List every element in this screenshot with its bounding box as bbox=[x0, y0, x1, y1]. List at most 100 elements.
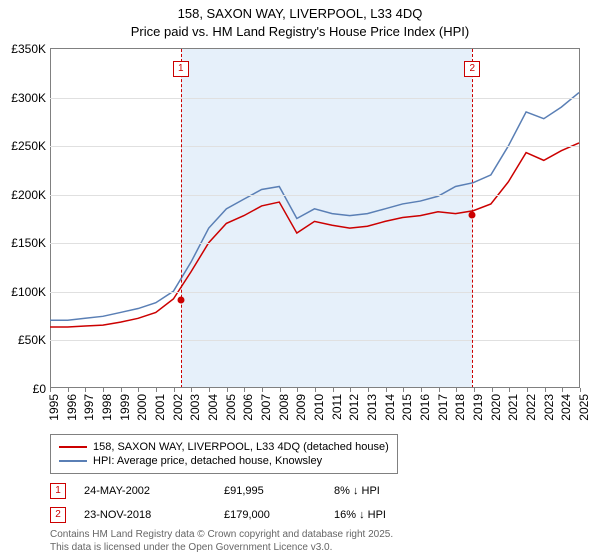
x-axis-label: 2007 bbox=[259, 394, 273, 421]
x-axis-label: 2004 bbox=[206, 394, 220, 421]
x-axis-label: 1998 bbox=[100, 394, 114, 421]
y-axis-label: £150K bbox=[11, 236, 46, 250]
series-hpi bbox=[50, 93, 579, 321]
x-tick bbox=[421, 388, 422, 392]
x-tick bbox=[350, 388, 351, 392]
x-tick bbox=[209, 388, 210, 392]
x-tick bbox=[262, 388, 263, 392]
x-tick bbox=[492, 388, 493, 392]
x-axis-label: 2010 bbox=[312, 394, 326, 421]
x-tick bbox=[227, 388, 228, 392]
x-axis-label: 2006 bbox=[241, 394, 255, 421]
x-tick bbox=[315, 388, 316, 392]
sale-pct-2: 16% ↓ HPI bbox=[334, 509, 414, 521]
x-tick bbox=[50, 388, 51, 392]
x-tick bbox=[474, 388, 475, 392]
y-gridline bbox=[50, 195, 579, 196]
legend-label-paid: 158, SAXON WAY, LIVERPOOL, L33 4DQ (deta… bbox=[93, 441, 389, 453]
sale-price-1: £91,995 bbox=[224, 485, 334, 497]
x-tick bbox=[580, 388, 581, 392]
sale-marker-box-1: 1 bbox=[173, 61, 189, 77]
y-axis-label: £200K bbox=[11, 188, 46, 202]
x-axis-label: 2005 bbox=[224, 394, 238, 421]
x-axis-label: 2001 bbox=[153, 394, 167, 421]
sale-row-1: 1 24-MAY-2002 £91,995 8% ↓ HPI bbox=[50, 483, 414, 499]
x-tick bbox=[333, 388, 334, 392]
x-axis-label: 2002 bbox=[171, 394, 185, 421]
x-axis-label: 2012 bbox=[347, 394, 361, 421]
x-axis-label: 2021 bbox=[506, 394, 520, 421]
x-axis-label: 2008 bbox=[277, 394, 291, 421]
x-tick bbox=[562, 388, 563, 392]
x-axis-label: 1996 bbox=[65, 394, 79, 421]
chart-plot-area: £0£50K£100K£150K£200K£250K£300K£350K1995… bbox=[50, 48, 580, 388]
x-axis-label: 1997 bbox=[82, 394, 96, 421]
x-axis-label: 2016 bbox=[418, 394, 432, 421]
x-tick bbox=[103, 388, 104, 392]
x-tick bbox=[403, 388, 404, 392]
x-tick bbox=[545, 388, 546, 392]
x-tick bbox=[280, 388, 281, 392]
y-gridline bbox=[50, 292, 579, 293]
legend-label-hpi: HPI: Average price, detached house, Know… bbox=[93, 455, 322, 467]
x-tick bbox=[368, 388, 369, 392]
sale-pct-1: 8% ↓ HPI bbox=[334, 485, 414, 497]
y-axis-label: £250K bbox=[11, 139, 46, 153]
y-axis-label: £350K bbox=[11, 42, 46, 56]
legend-row-paid: 158, SAXON WAY, LIVERPOOL, L33 4DQ (deta… bbox=[59, 441, 389, 453]
y-axis-label: £50K bbox=[18, 333, 46, 347]
x-axis-label: 2017 bbox=[436, 394, 450, 421]
x-tick bbox=[68, 388, 69, 392]
sale-date-2: 23-NOV-2018 bbox=[84, 509, 224, 521]
x-axis-label: 2023 bbox=[542, 394, 556, 421]
x-axis-label: 2015 bbox=[400, 394, 414, 421]
x-axis-label: 2019 bbox=[471, 394, 485, 421]
page-title-line1: 158, SAXON WAY, LIVERPOOL, L33 4DQ bbox=[0, 6, 600, 21]
x-tick bbox=[527, 388, 528, 392]
y-axis-label: £300K bbox=[11, 91, 46, 105]
x-axis-label: 2013 bbox=[365, 394, 379, 421]
series-paid bbox=[50, 143, 579, 327]
x-tick bbox=[297, 388, 298, 392]
x-tick bbox=[191, 388, 192, 392]
y-axis-label: £100K bbox=[11, 285, 46, 299]
x-axis-label: 2018 bbox=[453, 394, 467, 421]
x-axis-label: 2000 bbox=[135, 394, 149, 421]
y-gridline bbox=[50, 340, 579, 341]
page-title-line2: Price paid vs. HM Land Registry's House … bbox=[0, 24, 600, 39]
x-tick bbox=[85, 388, 86, 392]
x-axis-label: 1995 bbox=[47, 394, 61, 421]
sale-marker-2: 2 bbox=[50, 507, 66, 523]
sale-date-1: 24-MAY-2002 bbox=[84, 485, 224, 497]
x-tick bbox=[156, 388, 157, 392]
sale-vline-1 bbox=[181, 49, 182, 388]
legend-box: 158, SAXON WAY, LIVERPOOL, L33 4DQ (deta… bbox=[50, 434, 398, 474]
y-axis-label: £0 bbox=[33, 382, 46, 396]
x-tick bbox=[121, 388, 122, 392]
x-axis-label: 2024 bbox=[559, 394, 573, 421]
sale-marker-box-2: 2 bbox=[464, 61, 480, 77]
legend-swatch-hpi bbox=[59, 460, 87, 462]
y-gridline bbox=[50, 146, 579, 147]
x-tick bbox=[439, 388, 440, 392]
x-axis-label: 1999 bbox=[118, 394, 132, 421]
y-gridline bbox=[50, 243, 579, 244]
legend-row-hpi: HPI: Average price, detached house, Know… bbox=[59, 455, 389, 467]
x-axis-label: 2020 bbox=[489, 394, 503, 421]
x-tick bbox=[386, 388, 387, 392]
x-axis-label: 2003 bbox=[188, 394, 202, 421]
sale-marker-1: 1 bbox=[50, 483, 66, 499]
x-axis-label: 2011 bbox=[330, 394, 344, 420]
x-axis-label: 2014 bbox=[383, 394, 397, 421]
sale-dot-2 bbox=[469, 212, 476, 219]
x-axis-label: 2022 bbox=[524, 394, 538, 421]
x-tick bbox=[174, 388, 175, 392]
chart-lines bbox=[50, 49, 579, 388]
sale-price-2: £179,000 bbox=[224, 509, 334, 521]
x-tick bbox=[244, 388, 245, 392]
x-tick bbox=[456, 388, 457, 392]
footer-attribution: Contains HM Land Registry data © Crown c… bbox=[50, 529, 393, 554]
x-axis-label: 2009 bbox=[294, 394, 308, 421]
x-axis-label: 2025 bbox=[577, 394, 591, 421]
x-tick bbox=[138, 388, 139, 392]
